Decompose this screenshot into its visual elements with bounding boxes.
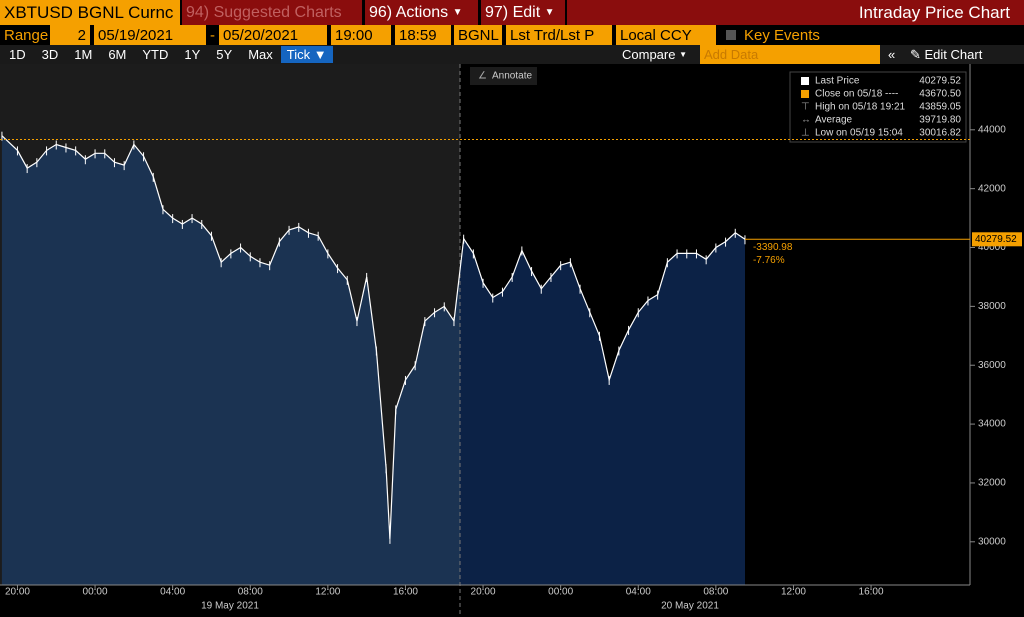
x-tick-label: 04:00 bbox=[626, 587, 651, 598]
annotate-label: Annotate bbox=[492, 71, 532, 82]
x-tick-label: 20:00 bbox=[471, 587, 496, 598]
label: Compare bbox=[622, 47, 676, 62]
legend-value: 43859.05 bbox=[919, 102, 961, 113]
legend-icon: ⊥ bbox=[801, 128, 810, 139]
period-button[interactable]: 5Y bbox=[208, 47, 240, 62]
y-tick-label: 44000 bbox=[978, 124, 1006, 135]
price-line bbox=[1, 135, 746, 539]
label: Edit Chart bbox=[924, 47, 983, 62]
day-label: 20 May 2021 bbox=[661, 601, 719, 612]
legend-icon: ⊤ bbox=[801, 102, 810, 113]
period-bar: 1D 3D 1M 6M YTD 1Y 5Y Max Tick ▼ Compare ▼ Add D… bbox=[0, 45, 1024, 64]
last-price-tag bbox=[972, 232, 1022, 247]
edit-button[interactable]: 97) Edit ▼ bbox=[481, 0, 565, 25]
label: 96) Actions bbox=[369, 3, 449, 21]
label: 1M bbox=[74, 47, 93, 62]
label: 5Y bbox=[216, 47, 233, 62]
actions-button[interactable]: 96) Actions ▼ bbox=[365, 0, 478, 25]
label: 97) Edit bbox=[485, 3, 541, 21]
edit-chart[interactable]: ✎ Edit Chart bbox=[910, 46, 983, 63]
x-tick-label: 08:00 bbox=[238, 587, 263, 598]
period-buttons: 1D 3D 1M 6M YTD 1Y 5Y Max Tick ▼ bbox=[0, 45, 333, 64]
label: Key Events bbox=[744, 26, 820, 44]
end-time[interactable]: 18:59 bbox=[395, 25, 451, 45]
change: -3390.98 bbox=[753, 242, 793, 253]
end-date[interactable]: 05/20/2021 bbox=[219, 25, 327, 45]
y-tick-label: 32000 bbox=[978, 478, 1006, 489]
y-tick-label: 36000 bbox=[978, 360, 1006, 371]
annotate-icon: ∠ bbox=[478, 71, 487, 82]
start-date[interactable]: 05/19/2021 bbox=[94, 25, 206, 45]
label: 6M bbox=[108, 47, 127, 62]
label: 1Y bbox=[184, 47, 201, 62]
label: YTD bbox=[142, 47, 169, 62]
y-tick-label: 42000 bbox=[978, 183, 1006, 194]
period-button[interactable]: 6M bbox=[100, 47, 134, 62]
chart: ∠ Annotate 30000 32000 34000 36000 38000 4000… bbox=[0, 64, 1022, 617]
legend-value: 30016.82 bbox=[919, 128, 961, 139]
label: Max bbox=[248, 47, 273, 62]
legend-swatch bbox=[801, 90, 809, 98]
price-area bbox=[1, 135, 460, 585]
field[interactable]: Lst Trd/Lst P bbox=[506, 25, 612, 45]
period-button[interactable]: YTD bbox=[134, 47, 176, 62]
collapse[interactable]: « bbox=[888, 47, 896, 62]
x-tick-label: 12:00 bbox=[781, 587, 806, 598]
title: Intraday Price Chart bbox=[567, 0, 1024, 25]
x-tick-label: 16:00 bbox=[393, 587, 418, 598]
period-button[interactable]: 1Y bbox=[176, 47, 208, 62]
x-tick-label: 16:00 bbox=[859, 587, 884, 598]
range-value[interactable]: 2 bbox=[50, 25, 90, 45]
key-events[interactable]: Key Events bbox=[722, 25, 862, 45]
separator: - bbox=[210, 26, 215, 44]
suggested-button[interactable]: 94) Suggested Charts bbox=[182, 0, 362, 25]
period-button[interactable]: Tick ▼ bbox=[280, 46, 333, 63]
legend-label: Average bbox=[815, 115, 853, 126]
currency[interactable]: Local CCY bbox=[616, 25, 716, 45]
legend-label: Close on 05/18 ---- bbox=[815, 89, 898, 100]
legend-swatch bbox=[801, 77, 809, 85]
day-label: 19 May 2021 bbox=[201, 601, 259, 612]
dropdown-arrow: ▼ bbox=[310, 47, 327, 62]
legend-value: 43670.50 bbox=[919, 89, 961, 100]
ticker[interactable]: XBTUSD BGNL Curnc bbox=[0, 0, 180, 25]
source[interactable]: BGNL bbox=[454, 25, 502, 45]
period-button[interactable]: 1D bbox=[1, 47, 34, 62]
x-tick-label: 12:00 bbox=[315, 587, 340, 598]
range-bar: Range 2 05/19/2021 - 05/20/2021 19:00 18… bbox=[0, 25, 1024, 45]
legend-value: 39719.80 bbox=[919, 115, 961, 126]
y-tick-label: 40000 bbox=[978, 242, 1006, 253]
legend-label: Last Price bbox=[815, 76, 860, 87]
label: Tick bbox=[286, 47, 311, 62]
annotate-button[interactable] bbox=[470, 67, 537, 85]
period-button[interactable]: Max bbox=[240, 47, 281, 62]
add-data[interactable]: Add Data bbox=[700, 45, 880, 64]
compare[interactable]: Compare ▼ bbox=[622, 47, 688, 62]
toolbar: XBTUSD BGNL Curnc 94) Suggested Charts 9… bbox=[0, 0, 1024, 25]
legend-value: 40279.52 bbox=[919, 76, 961, 87]
x-tick-label: 04:00 bbox=[160, 587, 185, 598]
y-tick-label: 38000 bbox=[978, 301, 1006, 312]
last-price-tag-label: 40279.52 bbox=[975, 234, 1017, 245]
x-tick-label: 00:00 bbox=[548, 587, 573, 598]
change-pct: -7.76% bbox=[753, 255, 785, 266]
range-label: Range bbox=[4, 26, 48, 44]
period-button[interactable]: 1M bbox=[66, 47, 100, 62]
legend-icon: ↔ bbox=[801, 115, 811, 126]
x-tick-label: 08:00 bbox=[703, 587, 728, 598]
legend-label: High on 05/18 19:21 bbox=[815, 102, 906, 113]
x-tick-label: 20:00 bbox=[5, 587, 30, 598]
x-tick-label: 00:00 bbox=[83, 587, 108, 598]
y-tick-label: 34000 bbox=[978, 419, 1006, 430]
legend-label: Low on 05/19 15:04 bbox=[815, 128, 903, 139]
label: 3D bbox=[41, 47, 59, 62]
start-time[interactable]: 19:00 bbox=[331, 25, 391, 45]
legend-box bbox=[789, 71, 967, 143]
label: 1D bbox=[9, 47, 26, 62]
period-button[interactable]: 3D bbox=[34, 47, 67, 62]
price-area bbox=[460, 232, 745, 585]
y-tick-label: 30000 bbox=[978, 536, 1006, 547]
